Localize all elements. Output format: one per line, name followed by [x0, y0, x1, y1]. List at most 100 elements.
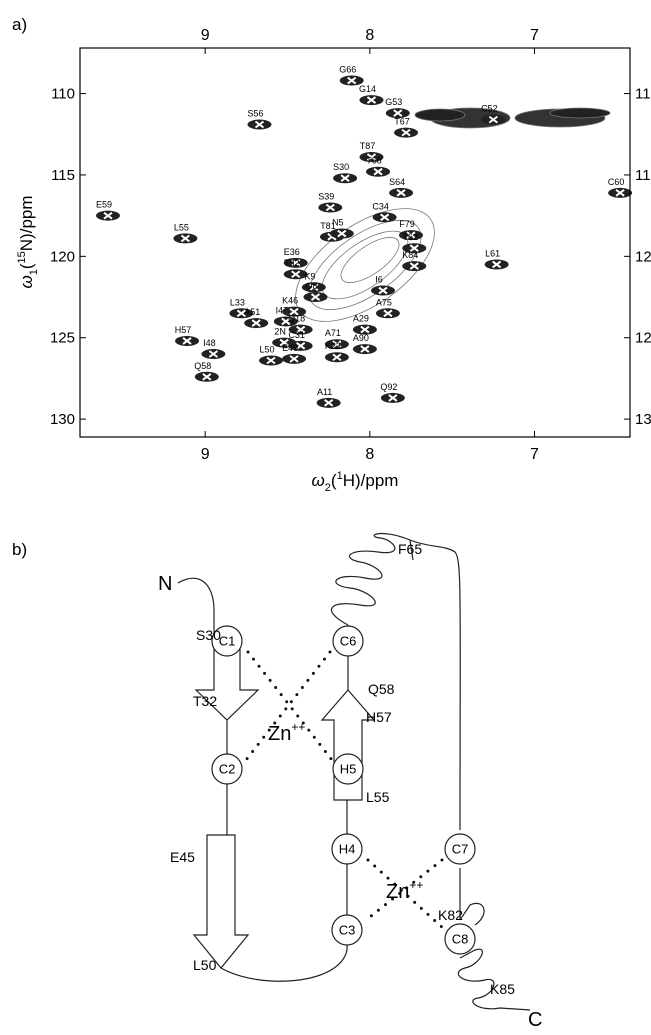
- peak-label: A11: [317, 387, 332, 397]
- terminus-label: C: [528, 1009, 542, 1030]
- peak-label: T67: [394, 117, 410, 127]
- y-tick-label: 125: [50, 330, 75, 347]
- peak-label: T81: [320, 221, 336, 231]
- residue-label: K82: [438, 907, 463, 923]
- peak-cross: [309, 283, 319, 292]
- peak-label: S64: [389, 177, 405, 187]
- peak-label: I6: [375, 275, 383, 285]
- peak-cross: [396, 189, 406, 197]
- x-tick-label: 7: [530, 27, 539, 44]
- peak-label: L50: [260, 345, 275, 355]
- peak-cross: [251, 319, 261, 327]
- peak-cross: [366, 96, 377, 104]
- residue-label: Q58: [368, 681, 395, 697]
- peak-label: I47: [276, 305, 289, 315]
- plot-frame: [79, 47, 631, 438]
- peak-cross: [296, 342, 306, 350]
- peak-label: I48: [203, 338, 216, 348]
- peak-cross: [373, 167, 383, 176]
- y-tick-label: 120: [50, 248, 75, 265]
- ligand-label: C3: [339, 922, 356, 937]
- ligand-label: H4: [339, 841, 356, 856]
- peak-cross: [182, 337, 192, 345]
- peak-cross: [296, 325, 306, 334]
- peak-label: K84: [402, 250, 418, 260]
- peak-label: S30: [333, 162, 349, 172]
- peak-label: L55: [174, 222, 189, 232]
- peak-label: A29: [353, 314, 369, 324]
- y-axis-label: ω1(15N)/ppm: [16, 195, 40, 288]
- x-axis-label: ω2(1H)/ppm: [312, 470, 399, 494]
- peak-label: T62: [403, 232, 419, 242]
- peak-label: S56: [247, 108, 263, 118]
- peak-cross: [281, 317, 291, 326]
- peak-label: C31: [288, 330, 305, 340]
- peak-cross: [347, 76, 357, 85]
- peak-label: K46: [282, 296, 298, 306]
- peak-label: A90: [353, 333, 369, 343]
- y-tick-label: 120: [635, 248, 651, 265]
- peak-cross: [409, 244, 419, 252]
- zinc-label: Zn++: [268, 720, 305, 745]
- peak-cross: [409, 262, 419, 270]
- peak-label: A71: [325, 328, 341, 338]
- peak-label: T68: [366, 156, 382, 166]
- peak-label: K9: [304, 271, 315, 281]
- ligand-label: H5: [340, 761, 357, 776]
- topology: [177, 532, 531, 1011]
- peak-label: Q58: [194, 361, 211, 371]
- residue-label: L50: [193, 957, 217, 973]
- peak-cross: [332, 353, 342, 362]
- peak-cross: [337, 229, 347, 238]
- ligand-label: C1: [219, 633, 236, 648]
- peak-label: N5: [332, 218, 344, 228]
- peak-cross: [360, 345, 370, 353]
- ligand-label: C2: [219, 761, 236, 776]
- peak-label: 2N: [274, 327, 286, 337]
- peak-cross: [360, 325, 370, 334]
- y-tick-label: 115: [635, 167, 651, 184]
- peak-label: E36: [284, 247, 300, 257]
- residue-label: S30: [196, 627, 221, 643]
- peak-cross: [103, 211, 113, 220]
- panel-label: a): [12, 15, 27, 34]
- peak-cross: [324, 399, 334, 407]
- peak-cross: [366, 153, 377, 161]
- peak-cross: [388, 394, 398, 402]
- peak-cross: [383, 309, 393, 318]
- residue-label: K85: [490, 981, 515, 997]
- peak-cross: [279, 338, 289, 347]
- peak-label: F79: [399, 219, 415, 229]
- ligand-label: C8: [452, 931, 469, 946]
- peak-label: S39: [318, 192, 334, 202]
- x-tick-label: 7: [530, 446, 539, 463]
- peak-cross: [202, 372, 212, 381]
- peak-cross: [492, 260, 502, 269]
- residue-label: T32: [193, 693, 217, 709]
- residue-label: L55: [366, 789, 390, 805]
- y-tick-label: 130: [50, 411, 75, 428]
- peak-cross: [180, 234, 190, 243]
- x-tick-label: 8: [365, 446, 374, 463]
- zinc-label: Zn++: [386, 878, 423, 903]
- residue-label: H57: [366, 709, 392, 725]
- peak-label: G53: [385, 97, 402, 107]
- peak-label: E49: [282, 343, 298, 353]
- ligand-label: C7: [452, 841, 469, 856]
- peak-label: K23: [325, 341, 341, 351]
- peak-label: C60: [608, 177, 625, 187]
- residue-label: E45: [170, 849, 195, 865]
- peak-cross: [378, 286, 388, 295]
- x-tick-label: 9: [201, 446, 210, 463]
- peak-cross: [615, 189, 625, 197]
- peak-cross: [291, 259, 301, 267]
- y-tick-label: 110: [635, 86, 651, 103]
- residue-label: F65: [398, 541, 422, 557]
- peak-cross: [310, 293, 321, 301]
- peak-cross: [393, 109, 403, 117]
- y-tick-label: 110: [51, 86, 75, 103]
- y-tick-label: 125: [635, 330, 651, 347]
- x-tick-label: 8: [365, 27, 374, 44]
- peak-cross: [380, 213, 390, 222]
